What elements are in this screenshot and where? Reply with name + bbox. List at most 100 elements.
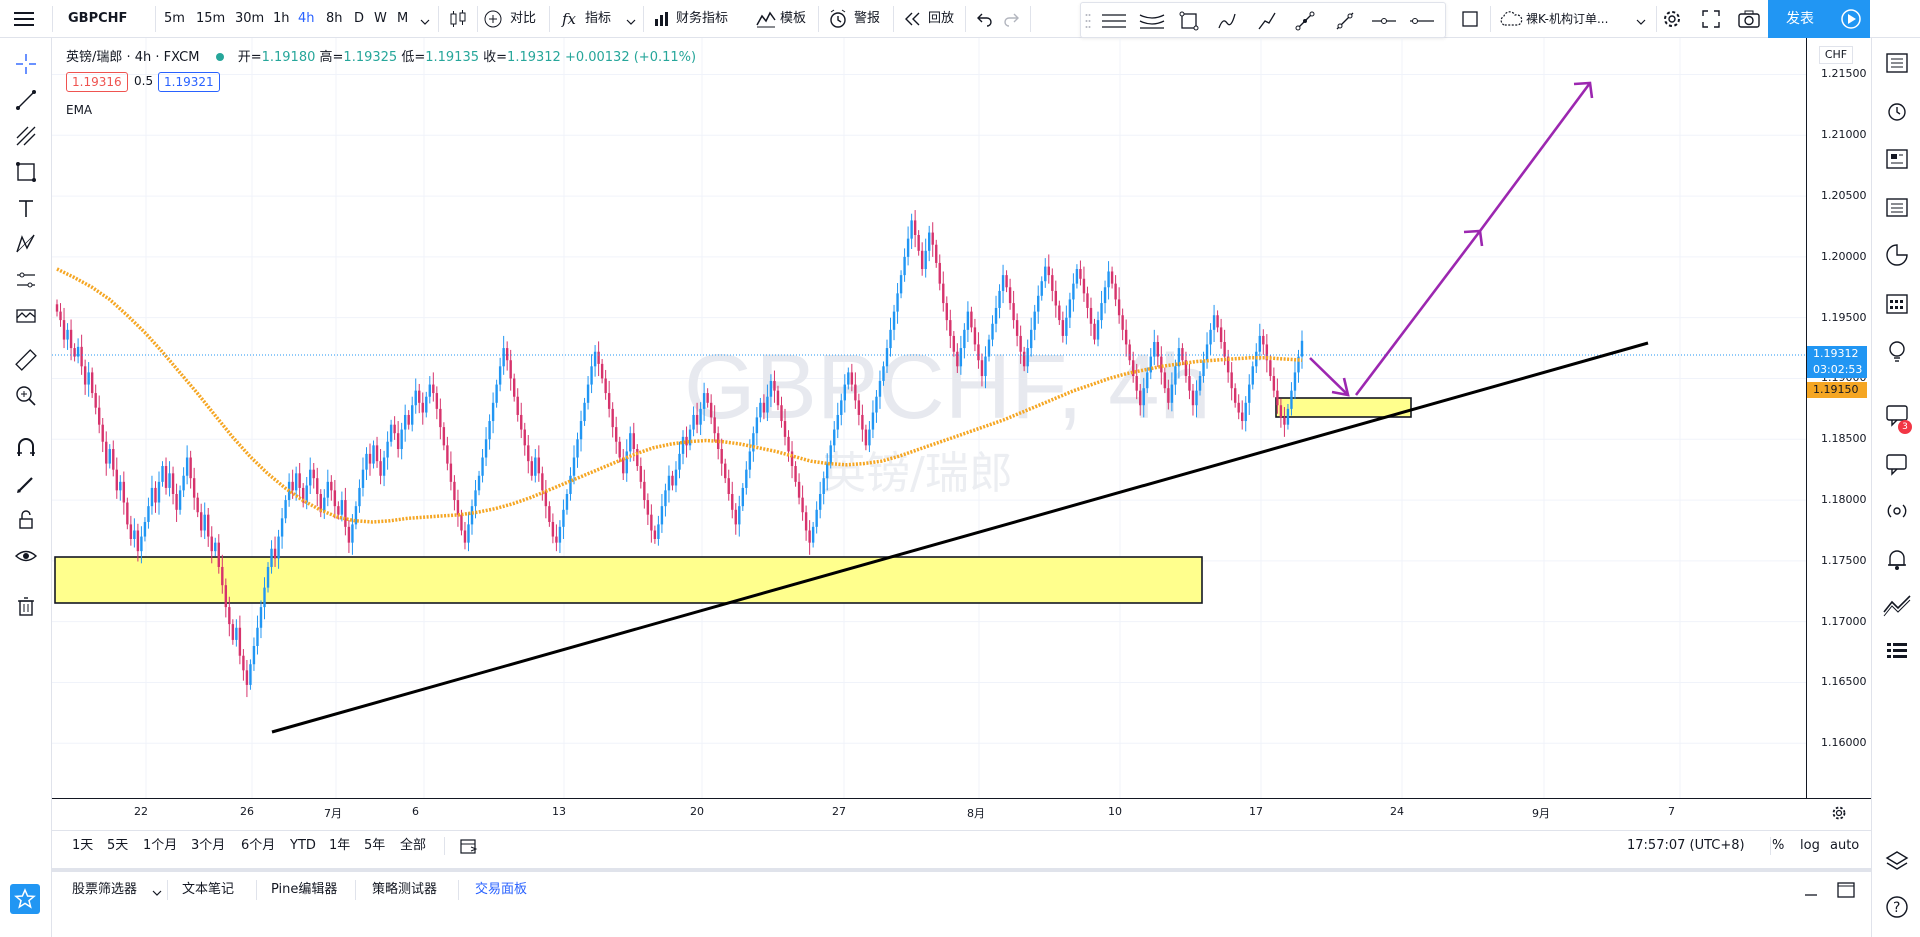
calendar-icon[interactable] [1884,290,1910,316]
tab-pine-editor[interactable]: Pine编辑器 [271,882,338,897]
interval-d[interactable]: D [354,11,365,26]
rectangle-icon[interactable] [1179,11,1199,31]
rewind-icon[interactable] [904,11,922,27]
financials-icon[interactable] [653,10,671,28]
range-6m[interactable]: 6个月 [241,838,276,853]
pencil-lock-icon[interactable] [14,472,38,496]
layers-icon[interactable] [1884,848,1910,874]
horizontal-line-icon[interactable] [1409,11,1435,31]
ema-indicator-label[interactable]: EMA [66,103,93,117]
notifications-icon[interactable] [1884,450,1914,476]
arrow-up-path[interactable] [1354,230,1482,396]
trading-icon[interactable] [1882,592,1912,618]
legend-title[interactable]: 英镑/瑞郎 · 4h · FXCM [66,50,200,65]
tab-strategy-tester[interactable]: 策略测试器 [372,882,438,897]
interval-1h[interactable]: 1h [273,11,290,26]
square-icon[interactable] [1462,11,1478,27]
interval-30m[interactable]: 30m [235,11,265,26]
data-window-icon[interactable] [1884,194,1910,220]
function-icon[interactable]: fx [560,10,578,28]
interval-5m[interactable]: 5m [164,11,185,26]
currency-label[interactable]: CHF [1819,46,1853,64]
arrow-down-path[interactable] [1309,357,1349,396]
candles-icon[interactable] [448,9,468,29]
bell-icon[interactable] [1884,546,1910,572]
fullscreen-icon[interactable] [1702,10,1720,28]
log-toggle[interactable]: log [1800,838,1820,853]
gear-icon[interactable] [1831,805,1847,821]
chat-icon[interactable] [1884,402,1910,428]
chevron-down-icon[interactable] [1636,15,1646,25]
chevron-down-icon[interactable] [420,15,430,25]
interval-m[interactable]: M [397,11,409,26]
range-ytd[interactable]: YTD [290,838,316,853]
chevron-down-icon[interactable] [152,886,162,896]
range-1m[interactable]: 1个月 [143,838,178,853]
text-tool-icon[interactable] [14,196,38,220]
clock-label[interactable]: 17:57:07 (UTC+8) [1627,838,1745,853]
pattern-tool-icon[interactable] [14,232,38,256]
crosshair-icon[interactable] [14,52,38,76]
watchlist-icon[interactable] [1884,50,1910,76]
range-5d[interactable]: 5天 [107,838,129,853]
minimize-icon[interactable] [1804,886,1818,896]
layout-name[interactable]: 裸K-机构订单... [1526,12,1609,26]
horizontal-lines-icon[interactable] [1101,11,1127,31]
menu-icon[interactable] [14,10,34,28]
drag-handle-icon[interactable] [1085,13,1091,29]
range-all[interactable]: 全部 [400,838,427,853]
fib-tool-icon[interactable] [14,124,38,148]
eye-icon[interactable] [14,544,38,568]
play-button[interactable] [1832,0,1870,38]
trendline-icon[interactable] [1295,11,1315,31]
horizontal-ray-icon[interactable] [1371,11,1397,31]
alarm-clock-icon[interactable] [1884,98,1910,124]
range-5y[interactable]: 5年 [364,838,386,853]
range-1y[interactable]: 1年 [329,838,351,853]
percent-toggle[interactable]: % [1772,838,1785,853]
price-axis[interactable]: CHF 1.21500 1.21000 1.20500 1.20000 1.19500 1… [1806,38,1871,798]
replay-button[interactable]: 回放 [928,11,955,26]
symbol-search[interactable]: GBPCHF [68,11,128,26]
arrow-up-path-2[interactable] [1478,82,1592,232]
auto-toggle[interactable]: auto [1830,838,1860,853]
compare-button[interactable]: 对比 [510,11,537,26]
hotlist-icon[interactable] [1884,242,1910,268]
interval-15m[interactable]: 15m [196,11,226,26]
chevron-down-icon[interactable] [626,15,636,25]
range-3m[interactable]: 3个月 [191,838,226,853]
templates-icon[interactable] [756,10,776,28]
time-axis[interactable]: 22 26 7月 6 13 20 27 8月 10 17 24 9月 7 [52,798,1871,826]
favorites-button[interactable] [10,884,40,914]
trash-icon[interactable] [14,594,38,618]
interval-w[interactable]: W [374,11,387,26]
path-icon[interactable] [1217,11,1237,31]
interval-8h[interactable]: 8h [326,11,343,26]
publish-button[interactable]: 发表 [1768,0,1832,38]
zoom-in-icon[interactable] [14,384,38,408]
tab-trading-panel[interactable]: 交易面板 [475,882,528,897]
indicators-button[interactable]: 指标 [585,11,612,26]
alert-button[interactable]: 警报 [854,11,881,26]
streams-icon[interactable] [1884,498,1910,524]
ideas-icon[interactable] [1884,338,1910,364]
interval-4h[interactable]: 4h [298,11,315,26]
templates-button[interactable]: 模板 [780,11,807,26]
undo-icon[interactable] [975,11,993,27]
help-icon[interactable]: ? [1884,894,1910,920]
range-1d[interactable]: 1天 [72,838,94,853]
goto-date-icon[interactable] [460,838,478,854]
camera-icon[interactable] [1738,10,1760,28]
rectangle-tool-icon[interactable] [14,160,38,184]
dom-icon[interactable] [1884,638,1910,664]
news-icon[interactable] [1884,146,1910,172]
alarm-clock-icon[interactable] [828,9,848,29]
entry-zone-rect[interactable] [1275,397,1412,418]
brush-icon[interactable] [1257,11,1277,31]
price-chart[interactable]: GBPCHF, 4h 英镑/瑞郎 [52,38,1806,798]
ruler-icon[interactable] [14,348,38,372]
redo-icon[interactable] [1003,11,1021,27]
buy-price-button[interactable]: 1.19321 [158,72,220,92]
prediction-tool-icon[interactable] [14,268,38,292]
financials-button[interactable]: 财务指标 [676,11,729,26]
